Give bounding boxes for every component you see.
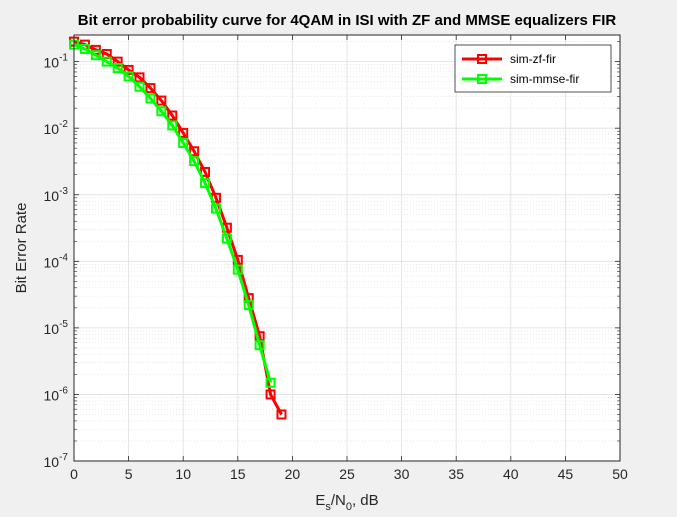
legend-entry-zf[interactable]: sim-zf-fir [462,52,556,66]
y-tick-label: 10-3 [44,186,69,204]
legend[interactable]: sim-zf-fir sim-mmse-fir [454,44,612,93]
x-axis-label-base: E [315,492,325,509]
x-axis-label-mid: /N [331,492,346,509]
axis-ticks [73,35,621,462]
x-axis-label-sub2: 0 [346,501,352,513]
y-tick-label: 10-1 [44,53,69,71]
x-tick-label: 40 [503,466,519,482]
x-tick-labels: 0 5 10 15 20 25 30 35 40 45 50 [70,466,628,482]
x-tick-label: 35 [448,466,464,482]
series-line [73,43,273,384]
legend-entry-mmse[interactable]: sim-mmse-fir [462,72,579,86]
data-point [123,64,134,75]
data-point [90,50,101,61]
y-tick-label: 10-2 [44,119,69,137]
legend-label-mmse: sim-mmse-fir [510,72,579,86]
data-point [123,71,134,82]
data-point [134,72,145,83]
x-tick-label: 30 [394,466,410,482]
chart-title: Bit error probability curve for 4QAM in … [78,12,617,29]
data-point [189,146,200,157]
data-point [265,377,276,388]
data-point [101,56,112,67]
data-point [200,178,211,189]
data-point [156,95,167,106]
data-point [189,156,200,167]
data-point [210,203,221,214]
y-tick-label: 10-7 [44,452,69,470]
data-point [167,120,178,131]
data-point [221,233,232,244]
y-axis-label: Bit Error Rate [13,203,30,294]
grid [73,35,621,462]
legend-box [454,44,612,93]
series-sim-zf-fir [69,36,287,420]
x-axis-label: Es/N0, dB [315,492,378,513]
data-point [178,137,189,148]
data-point [243,300,254,311]
data-point [134,81,145,92]
data-point [276,409,287,420]
legend-marker-zf [477,54,487,64]
y-tick-label: 10-4 [44,252,69,270]
x-tick-label: 45 [558,466,574,482]
x-tick-label: 50 [612,466,628,482]
x-tick-label: 0 [70,466,78,482]
x-axis-label-sub1: s [325,501,331,513]
data-point [156,106,167,117]
data-point [167,110,178,121]
x-axis-label-tail: , dB [352,492,379,509]
data-point [254,340,265,351]
y-tick-labels: 10-1 10-2 10-3 10-4 10-5 10-6 10-7 [44,53,69,470]
legend-marker-mmse [477,74,487,84]
data-point [178,127,189,138]
y-tick-label: 10-5 [44,319,69,337]
data-point [145,83,156,94]
data-point [265,389,276,400]
x-tick-label: 5 [125,466,133,482]
x-tick-label: 10 [175,466,191,482]
data-point [145,93,156,104]
x-tick-label: 25 [339,466,355,482]
data-point [112,56,123,67]
data-point [79,43,90,54]
y-tick-label: 10-6 [44,385,69,403]
legend-label-zf: sim-zf-fir [510,52,556,66]
data-point [232,264,243,275]
x-tick-label: 15 [230,466,246,482]
series-line [73,40,283,416]
x-tick-label: 20 [285,466,301,482]
data-point [112,63,123,74]
